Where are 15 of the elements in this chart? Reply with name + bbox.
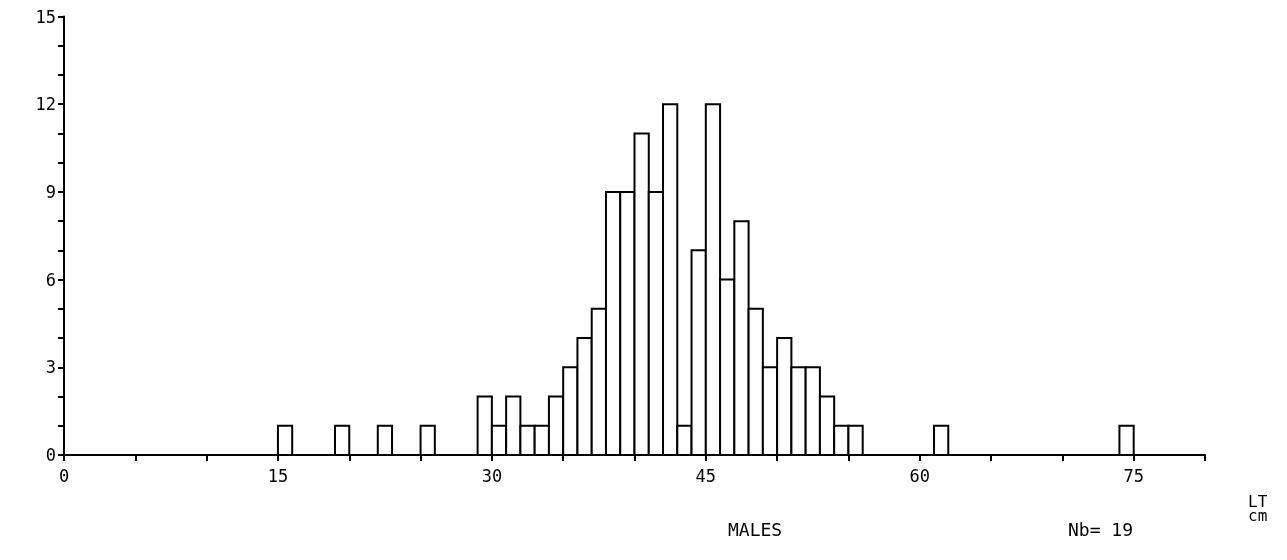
x-tick-label: 75 xyxy=(1123,465,1144,486)
y-tick-label: 15 xyxy=(35,6,56,27)
x-tick-label: 0 xyxy=(58,465,70,486)
y-tick-label: 12 xyxy=(35,94,56,115)
y-tick-label: 6 xyxy=(45,269,56,290)
x-tick-label: 15 xyxy=(267,465,289,486)
y-tick-label: 0 xyxy=(45,445,56,465)
x-tick-label: 45 xyxy=(695,465,717,486)
text: MALES xyxy=(728,518,783,540)
y-tick-label: 3 xyxy=(45,357,56,378)
x-axis-title: LT cm xyxy=(1248,491,1268,525)
y-tick-label: 9 xyxy=(45,181,56,202)
x-tick-label: 30 xyxy=(481,465,503,486)
text: Nb= 19 xyxy=(1068,518,1134,540)
x-tick-label: 60 xyxy=(909,465,930,486)
